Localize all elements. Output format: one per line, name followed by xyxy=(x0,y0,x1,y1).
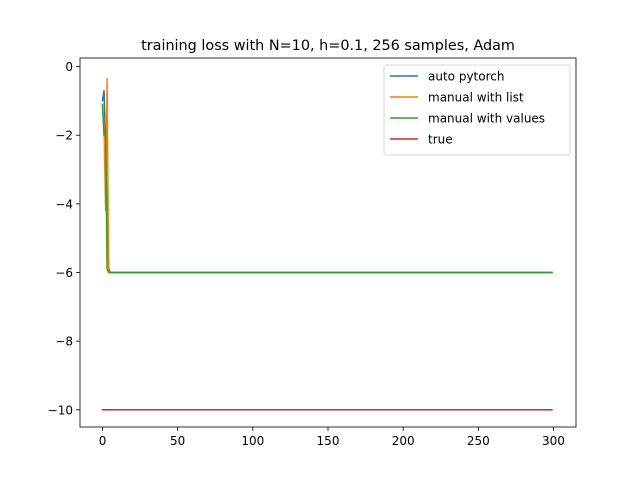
plot-area xyxy=(101,77,553,411)
legend-label-2: manual with values xyxy=(428,112,545,126)
axes: 0 50 100 150 200 250 300 0 −2 −4 −6 −8 −10 xyxy=(48,57,577,448)
legend-box xyxy=(383,64,571,156)
x-tick-label: 150 xyxy=(317,434,340,448)
legend-label-1: manual with list xyxy=(428,91,524,105)
x-tick-label: 250 xyxy=(467,434,490,448)
series-line-2 xyxy=(101,103,553,274)
x-tick-label: 0 xyxy=(99,434,107,448)
legend: auto pytorch manual with list manual with … xyxy=(383,64,571,156)
x-tick-label: 100 xyxy=(241,434,264,448)
y-tick-label: −6 xyxy=(55,266,73,280)
x-tick-label: 200 xyxy=(392,434,415,448)
x-tick-label: 300 xyxy=(542,434,565,448)
y-tick-label: −4 xyxy=(55,197,73,211)
legend-label-3: true xyxy=(428,133,453,147)
chart-title: training loss with N=10, h=0.1, 256 samp… xyxy=(141,38,515,54)
x-tick-label: 50 xyxy=(170,434,185,448)
y-tick-label: −10 xyxy=(48,403,73,417)
y-tick-label: −8 xyxy=(55,335,73,349)
y-tick-label: 0 xyxy=(65,60,73,74)
y-tick-label: −2 xyxy=(55,129,73,143)
legend-label-0: auto pytorch xyxy=(428,70,504,84)
